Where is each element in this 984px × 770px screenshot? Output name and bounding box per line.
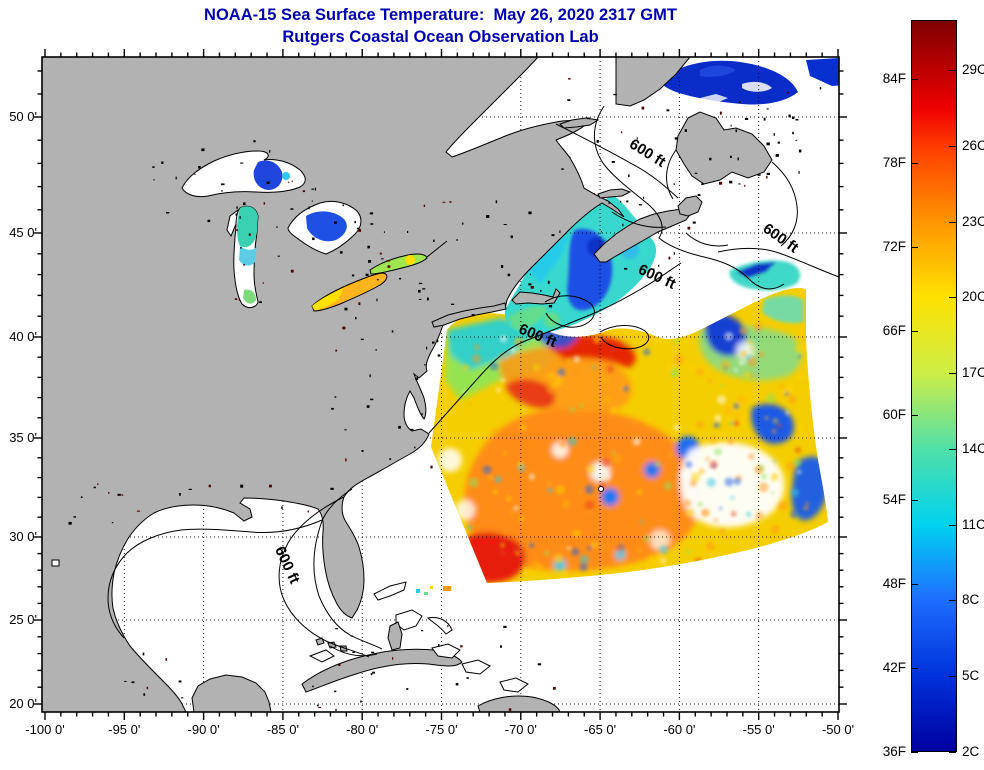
y-tick-label: 45 0' [9, 225, 37, 240]
colorbar-celsius-label: 20C [962, 289, 984, 304]
colorbar-tick-c [949, 449, 956, 450]
colorbar-celsius-label: 14C [962, 441, 984, 456]
x-tick-label: -85 0' [266, 722, 299, 737]
colorbar-tick-f [911, 79, 918, 80]
colorbar-fahrenheit-label: 48F [882, 576, 906, 591]
colorbar-fahrenheit-label: 42F [882, 660, 906, 675]
map-frame [41, 56, 840, 713]
cape-breton [677, 195, 703, 217]
colorbar-tick-f [911, 668, 918, 669]
x-tick-label: -90 0' [187, 722, 220, 737]
green-bay [226, 208, 239, 238]
colorbar-tick-f [911, 247, 918, 248]
colorbar-fahrenheit-label: 54F [882, 492, 906, 507]
temperature-colorbar [911, 20, 957, 752]
anticosti-island [559, 117, 600, 129]
colorbar-fahrenheit-label: 84F [882, 71, 906, 86]
colorbar-celsius-label: 8C [962, 592, 980, 607]
colorbar-tick-f [911, 752, 918, 753]
y-tick-label: 25 0' [9, 612, 37, 627]
x-tick-label: -65 0' [584, 722, 617, 737]
yucatan [191, 674, 272, 712]
colorbar-tick-c [949, 676, 956, 677]
northeast-cool-patches [729, 260, 804, 324]
colorbar-tick-c [949, 297, 956, 298]
prince-edward-island [597, 188, 632, 199]
labrador-cold-water [660, 58, 839, 105]
colorbar-tick-f [911, 500, 918, 501]
north-america-mainland [42, 57, 625, 712]
colorbar-tick-c [949, 70, 956, 71]
colorbar-tick-f [911, 584, 918, 585]
y-tick-label: 30 0' [9, 529, 37, 544]
y-tick-label: 50 0' [9, 109, 37, 124]
newfoundland [675, 111, 773, 185]
x-tick-label: -75 0' [425, 722, 458, 737]
colorbar-tick-c [949, 373, 956, 374]
y-tick-label: 35 0' [9, 430, 37, 445]
colorbar-tick-f [911, 163, 918, 164]
x-tick-label: -55 0' [742, 722, 775, 737]
colorbar-fahrenheit-label: 60F [882, 407, 906, 422]
colorbar-fahrenheit-label: 66F [882, 323, 906, 338]
y-tick-label: 20 0' [9, 696, 37, 711]
y-tick-label: 40 0' [9, 329, 37, 344]
colorbar-celsius-label: 29C [962, 62, 984, 77]
colorbar-tick-c [949, 752, 956, 753]
x-tick-label: -100 0' [25, 722, 65, 737]
colorbar-celsius-label: 11C [962, 517, 984, 532]
x-tick-label: -70 0' [504, 722, 537, 737]
axis-ticks [34, 49, 847, 720]
colorbar-fahrenheit-label: 72F [882, 239, 906, 254]
colorbar-tick-c [949, 222, 956, 223]
colorbar-tick-c [949, 600, 956, 601]
colorbar-celsius-label: 23C [962, 214, 984, 229]
florida-keys [315, 637, 348, 652]
depth-contours [107, 105, 839, 658]
labrador [615, 57, 691, 107]
colorbar-tick-f [911, 415, 918, 416]
x-tick-label: -95 0' [108, 722, 141, 737]
x-tick-label: -80 0' [346, 722, 379, 737]
great-lakes [181, 150, 428, 312]
scattered-data-specks [51, 486, 604, 595]
colorbar-celsius-label: 5C [962, 668, 980, 683]
colorbar-celsius-label: 17C [962, 365, 984, 380]
long-island [431, 302, 507, 328]
noise-speckles [68, 78, 822, 712]
colorbar-celsius-label: 26C [962, 138, 984, 153]
colorbar-fahrenheit-label: 78F [882, 155, 906, 170]
colorbar-tick-f [911, 331, 918, 332]
colorbar-fahrenheit-label: 36F [882, 744, 906, 759]
colorbar-tick-c [949, 525, 956, 526]
x-tick-label: -50 0' [821, 722, 855, 737]
x-tick-label: -60 0' [663, 722, 696, 737]
bahamas [308, 581, 529, 693]
figure-subtitle: Rutgers Coastal Ocean Observation Lab [282, 28, 599, 46]
figure-title: NOAA-15 Sea Surface Temperature: May 26,… [204, 6, 677, 24]
bermuda [598, 486, 604, 492]
hispaniola [477, 695, 561, 712]
land [42, 57, 773, 712]
colorbar-tick-c [949, 146, 956, 147]
lake-superior-cold-patch [253, 160, 283, 190]
colorbar-celsius-label: 2C [962, 744, 980, 759]
